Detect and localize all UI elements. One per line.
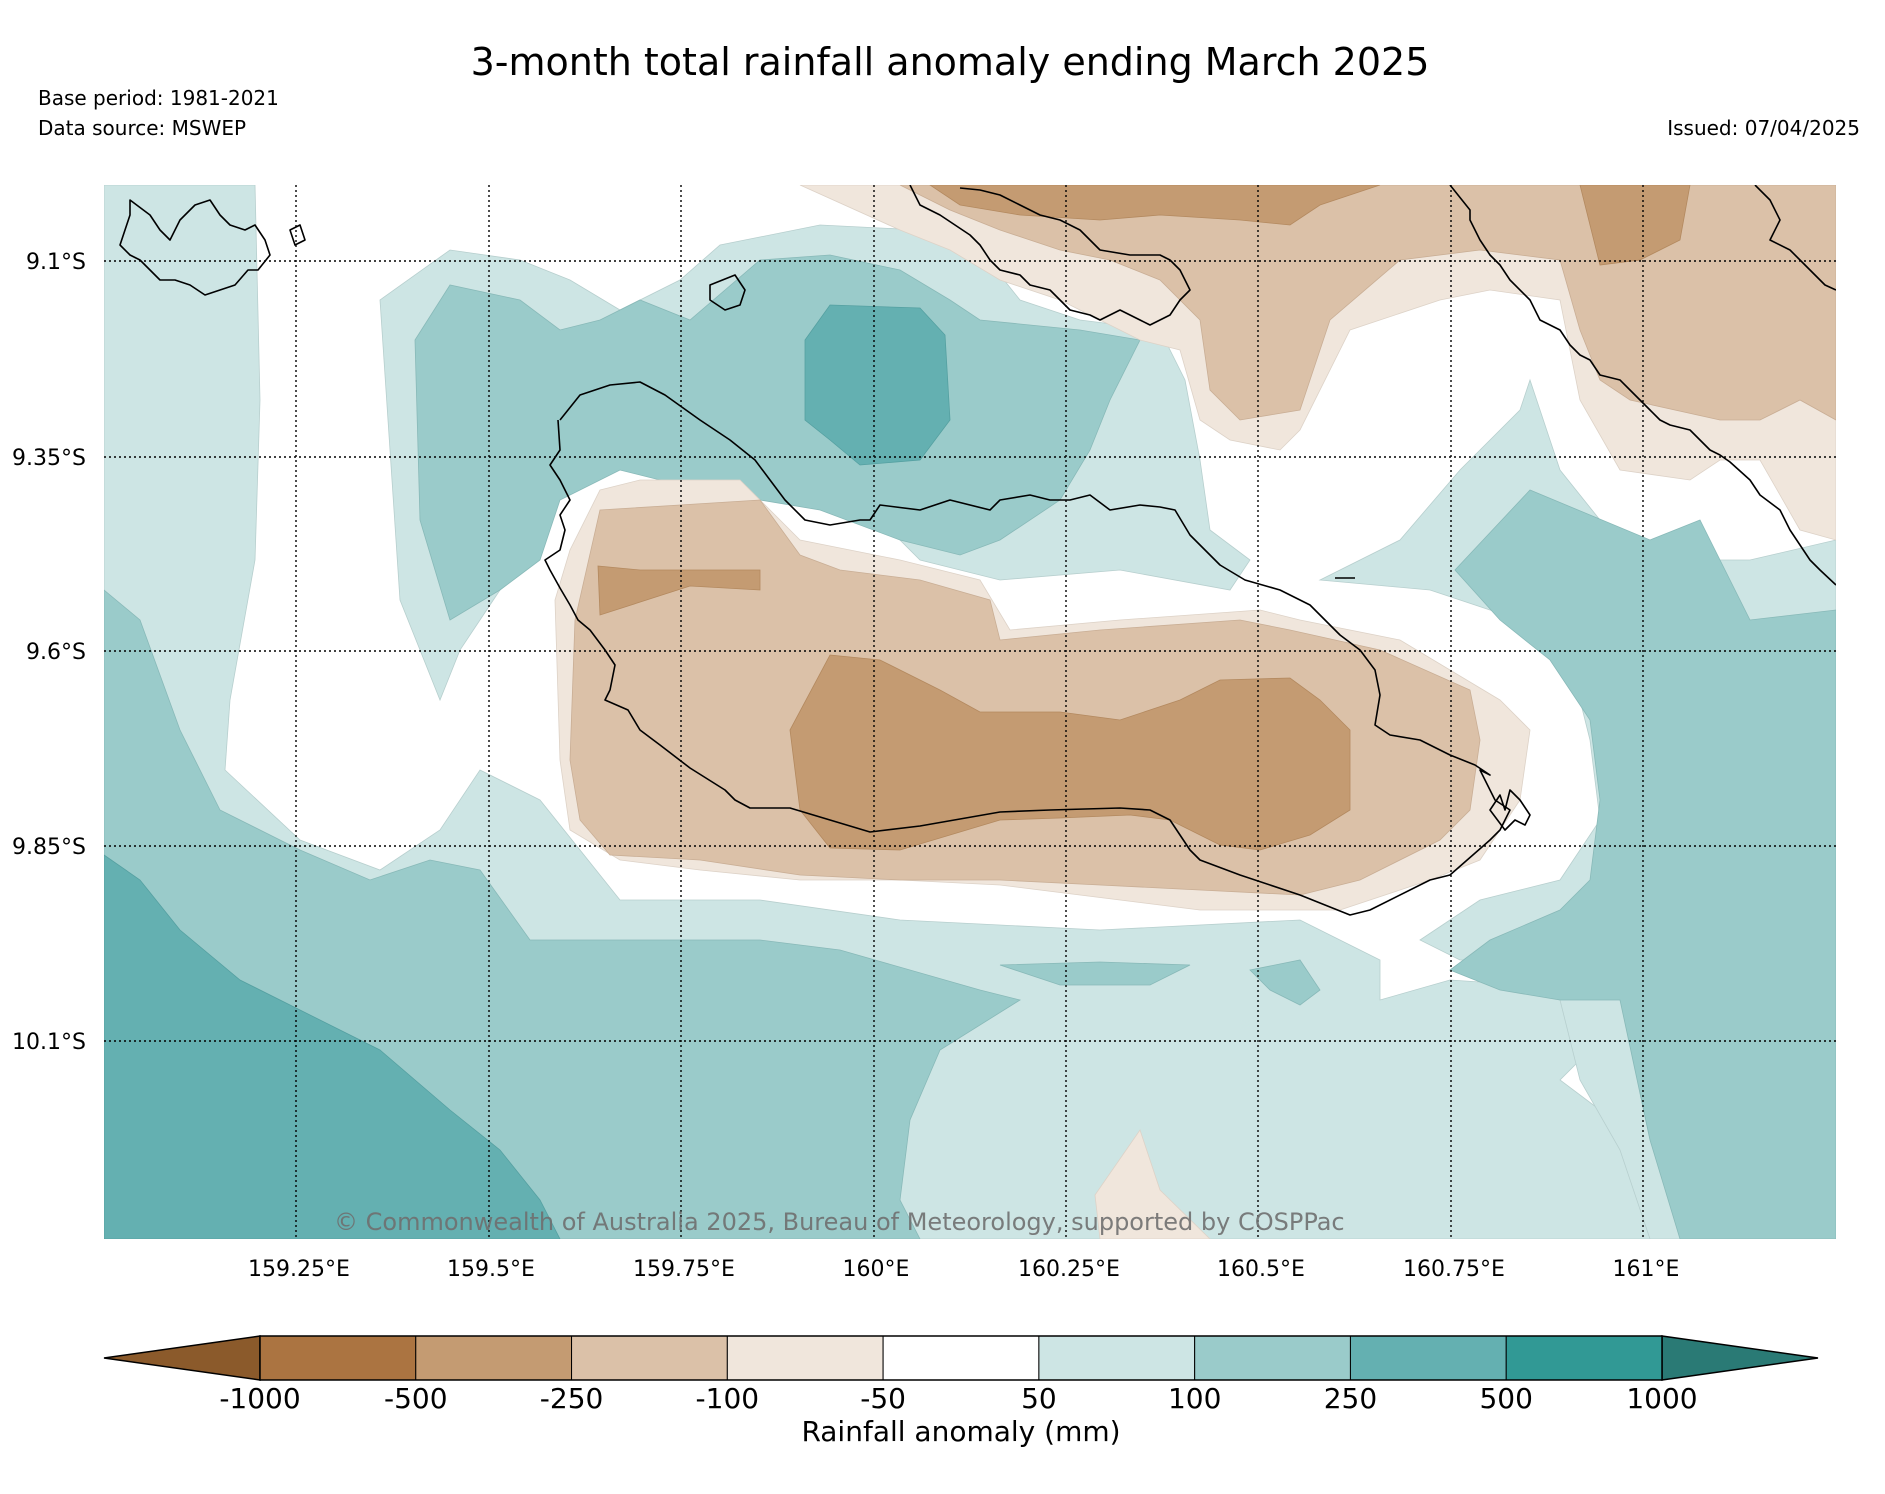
colorbar-tick-label: 1000 [1626,1382,1697,1415]
wet-zone-east-inner [1449,489,1836,1239]
map-panel: © Commonwealth of Australia 2025, Bureau… [104,185,1836,1239]
colorbar-tick-label: -250 [540,1382,604,1415]
lon-label: 160.5°E [1217,1257,1305,1282]
lon-label: 160°E [843,1257,910,1282]
gridlines [104,185,1836,1239]
colorbar-bin [1349,1335,1507,1381]
wet-core-north [804,304,951,466]
copyright-text: © Commonwealth of Australia 2025, Bureau… [334,1208,1345,1236]
coastline-russell-islands [119,199,271,296]
dry-core-west-wedge [597,565,761,616]
colorbar-bin [571,1335,728,1381]
wet-zone-south-patch [1249,959,1321,1006]
colorbar-extend-high [1661,1335,1819,1381]
colorbar-bins [259,1335,1663,1381]
colorbar-extend-low [103,1335,261,1381]
dry-core-northeast [1579,185,1691,266]
colorbar-tick-label: -500 [384,1382,448,1415]
dry-anomaly-250-500 [597,185,1691,851]
colorbar-tick-label: 250 [1324,1382,1377,1415]
colorbar-bin [1194,1335,1351,1381]
lon-label: 160.25°E [1018,1257,1120,1282]
coastline-tip-east [1489,789,1531,831]
wet-zone-north-inner [414,254,1141,621]
dry-zone-south [1094,1129,1211,1239]
lat-label: 9.1°S [26,250,86,275]
lon-label: 160.75°E [1403,1257,1505,1282]
colorbar-tick-label: 500 [1479,1382,1532,1415]
colorbar-bin [882,1335,1040,1381]
dry-core-central [789,654,1351,851]
colorbar-tick-label: 50 [1021,1382,1057,1415]
coastline-small-island-1 [709,274,746,311]
colorbar-frame [259,1335,1663,1381]
lon-label: 159.5°E [447,1257,535,1282]
lon-label: 159.25°E [248,1257,350,1282]
wet-anomaly-250-500 [104,304,951,1239]
data-source-text: Data source: MSWEP [38,116,246,140]
lat-label: 9.35°S [12,446,86,471]
colorbar-bin [726,1335,884,1381]
base-period-text: Base period: 1981-2021 [38,86,279,110]
colorbar-tick-label: 100 [1168,1382,1221,1415]
colorbar-bin [259,1335,417,1381]
colorbar: -1000 -500 -250 -100 -50 50 100 250 500 1000 Rain… [103,1335,1819,1448]
coastlines [119,185,1836,916]
coastline-malaita-east [1754,185,1836,291]
colorbar-tick-label: -50 [860,1382,906,1415]
issued-date-text: Issued: 07/04/2025 [1667,116,1860,140]
figure-title: 3-month total rainfall anomaly ending Ma… [471,40,1430,84]
lat-label: 10.1°S [12,1030,86,1055]
colorbar-label: Rainfall anomaly (mm) [801,1415,1120,1448]
longitude-labels: 159.25°E 159.5°E 159.75°E 160°E 160.25°E… [248,1257,1679,1282]
colorbar-tick-labels: -1000 -500 -250 -100 -50 50 100 250 500 1000 [219,1382,1697,1415]
lon-label: 161°E [1613,1257,1680,1282]
lat-label: 9.6°S [26,640,86,665]
lat-label: 9.85°S [12,835,86,860]
wet-zone-south-patch-2 [999,961,1191,986]
wet-core-southwest [104,854,561,1239]
colorbar-tick-label: -100 [696,1382,760,1415]
lon-label: 159.75°E [633,1257,735,1282]
colorbar-tick-label: -1000 [219,1382,300,1415]
coastline-malaita [1449,185,1836,586]
latitude-labels: 9.1°S 9.35°S 9.6°S 9.85°S 10.1°S [12,250,86,1055]
colorbar-bin [415,1335,573,1381]
colorbar-bin [1038,1335,1196,1381]
colorbar-bin [1505,1335,1663,1381]
coastline-florida-islands [909,185,1191,326]
